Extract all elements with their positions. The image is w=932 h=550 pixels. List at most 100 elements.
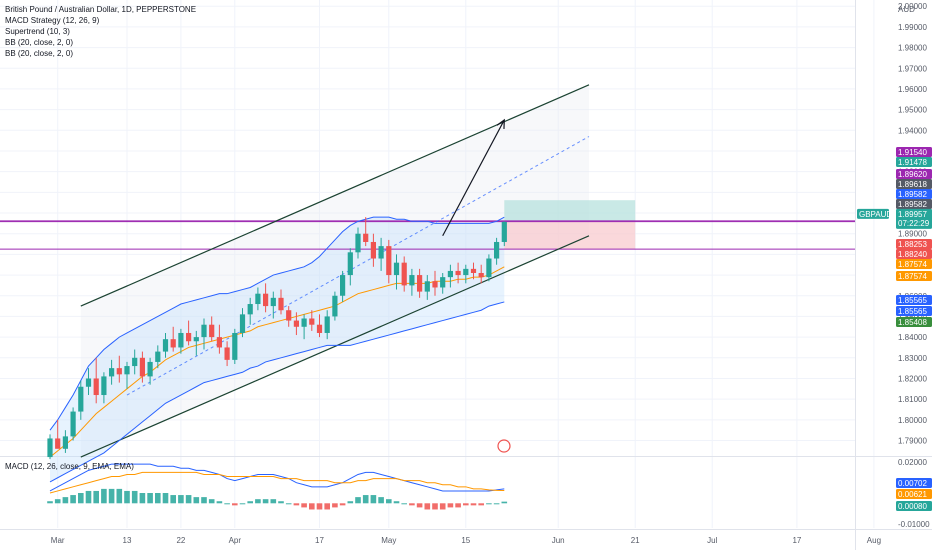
macd-histogram-bar (278, 501, 284, 504)
candle[interactable] (178, 332, 184, 348)
candle[interactable] (247, 304, 253, 315)
time-tick-label: 17 (315, 536, 324, 545)
candle[interactable] (494, 241, 500, 259)
candle[interactable] (78, 386, 84, 412)
candle[interactable] (355, 233, 361, 253)
candle[interactable] (401, 262, 407, 286)
candle[interactable] (255, 293, 261, 305)
candle[interactable] (424, 281, 430, 292)
candle[interactable] (440, 277, 446, 288)
candle[interactable] (278, 297, 284, 311)
candle[interactable] (101, 376, 107, 396)
candle[interactable] (109, 368, 115, 377)
candle[interactable] (501, 221, 507, 242)
profit-zone[interactable] (504, 200, 636, 222)
macd-value-text: 0.00621 (898, 490, 927, 499)
candle[interactable] (155, 351, 161, 362)
price-tick-label: 2.00000 (898, 2, 927, 11)
price-badge (896, 239, 932, 249)
price-badge-text: 1.85565 (898, 296, 927, 305)
macd-histogram-bar (216, 501, 223, 504)
candle[interactable] (47, 438, 53, 458)
candle[interactable] (486, 258, 492, 278)
candle[interactable] (132, 357, 138, 367)
candle[interactable] (147, 361, 153, 377)
candle[interactable] (470, 268, 477, 273)
macd-histogram-bar (255, 499, 261, 504)
macd-histogram-bar (324, 503, 330, 510)
macd-value-text: 0.00702 (898, 479, 927, 488)
candle[interactable] (409, 275, 415, 286)
price-badge-text: 1.85565 (898, 307, 927, 316)
candle[interactable] (232, 332, 238, 360)
candle[interactable] (70, 411, 76, 437)
candle[interactable] (340, 275, 346, 296)
candle[interactable] (124, 366, 130, 375)
macd-histogram-bar (47, 501, 53, 504)
price-badge-text: 1.88253 (898, 240, 927, 249)
price-tick-label: 1.84000 (898, 333, 927, 342)
candle[interactable] (332, 295, 338, 317)
candle[interactable] (417, 275, 423, 292)
channel-lower-line[interactable] (80, 235, 590, 458)
candle[interactable] (239, 314, 246, 333)
candle[interactable] (162, 339, 169, 352)
candle[interactable] (85, 378, 92, 387)
candle[interactable] (463, 268, 469, 276)
candle[interactable] (201, 324, 207, 338)
candle[interactable] (309, 318, 315, 325)
candle[interactable] (455, 270, 461, 276)
legend-indicator-supertrend[interactable]: Supertrend (10, 3) (5, 27, 70, 36)
macd-histogram-bar (401, 503, 407, 505)
legend-indicator-bb-2[interactable]: BB (20, close, 2, 0) (5, 49, 74, 58)
legend-indicator-macd-strategy[interactable]: MACD Strategy (12, 26, 9) (5, 16, 100, 25)
candle[interactable] (324, 316, 330, 333)
candle[interactable] (55, 438, 61, 449)
candle[interactable] (478, 273, 484, 278)
candle[interactable] (393, 262, 400, 276)
macd-histogram-bar (270, 499, 277, 504)
channel-mid-line[interactable] (126, 136, 590, 396)
candle[interactable] (193, 337, 199, 342)
candle[interactable] (216, 337, 222, 348)
candle[interactable] (293, 320, 299, 327)
macd-legend[interactable]: MACD (12, 26, close, 9, EMA, EMA) (5, 462, 134, 471)
candle[interactable] (224, 347, 230, 360)
symbol-label: GBPAUD (859, 210, 892, 219)
macd-histogram-bar (139, 493, 146, 504)
candle[interactable] (447, 270, 453, 278)
candle[interactable] (116, 368, 122, 375)
candle[interactable] (62, 436, 68, 449)
macd-histogram-bar (432, 503, 438, 510)
candle[interactable] (301, 318, 307, 327)
candle[interactable] (209, 324, 215, 338)
price-tick-label: 1.94000 (898, 126, 927, 135)
price-badge (896, 147, 932, 157)
candle[interactable] (378, 246, 384, 259)
candle[interactable] (347, 252, 353, 276)
candle[interactable] (170, 339, 176, 348)
price-badge (896, 259, 932, 269)
candle[interactable] (286, 310, 292, 321)
candle[interactable] (363, 233, 369, 242)
symbol-badge[interactable] (857, 208, 889, 219)
macd-histogram-bar (124, 490, 130, 504)
candle[interactable] (370, 241, 376, 259)
candle[interactable] (432, 281, 438, 288)
candle[interactable] (139, 357, 145, 377)
loss-zone[interactable] (504, 221, 636, 250)
candle[interactable] (270, 297, 276, 307)
macd-histogram-bar (224, 503, 230, 505)
legend-indicator-bb-1[interactable]: BB (20, close, 2, 0) (5, 38, 74, 47)
candle[interactable] (386, 246, 392, 276)
candle[interactable] (316, 324, 323, 333)
candle[interactable] (263, 293, 269, 307)
candle[interactable] (186, 332, 192, 342)
trend-arrow[interactable] (442, 119, 505, 237)
macd-tick-label: -0.01000 (898, 520, 930, 529)
macd-histogram-bar (424, 503, 431, 510)
macd-histogram-bar (193, 497, 200, 504)
price-tick-label: 1.81000 (898, 395, 927, 404)
candle[interactable] (93, 378, 99, 396)
